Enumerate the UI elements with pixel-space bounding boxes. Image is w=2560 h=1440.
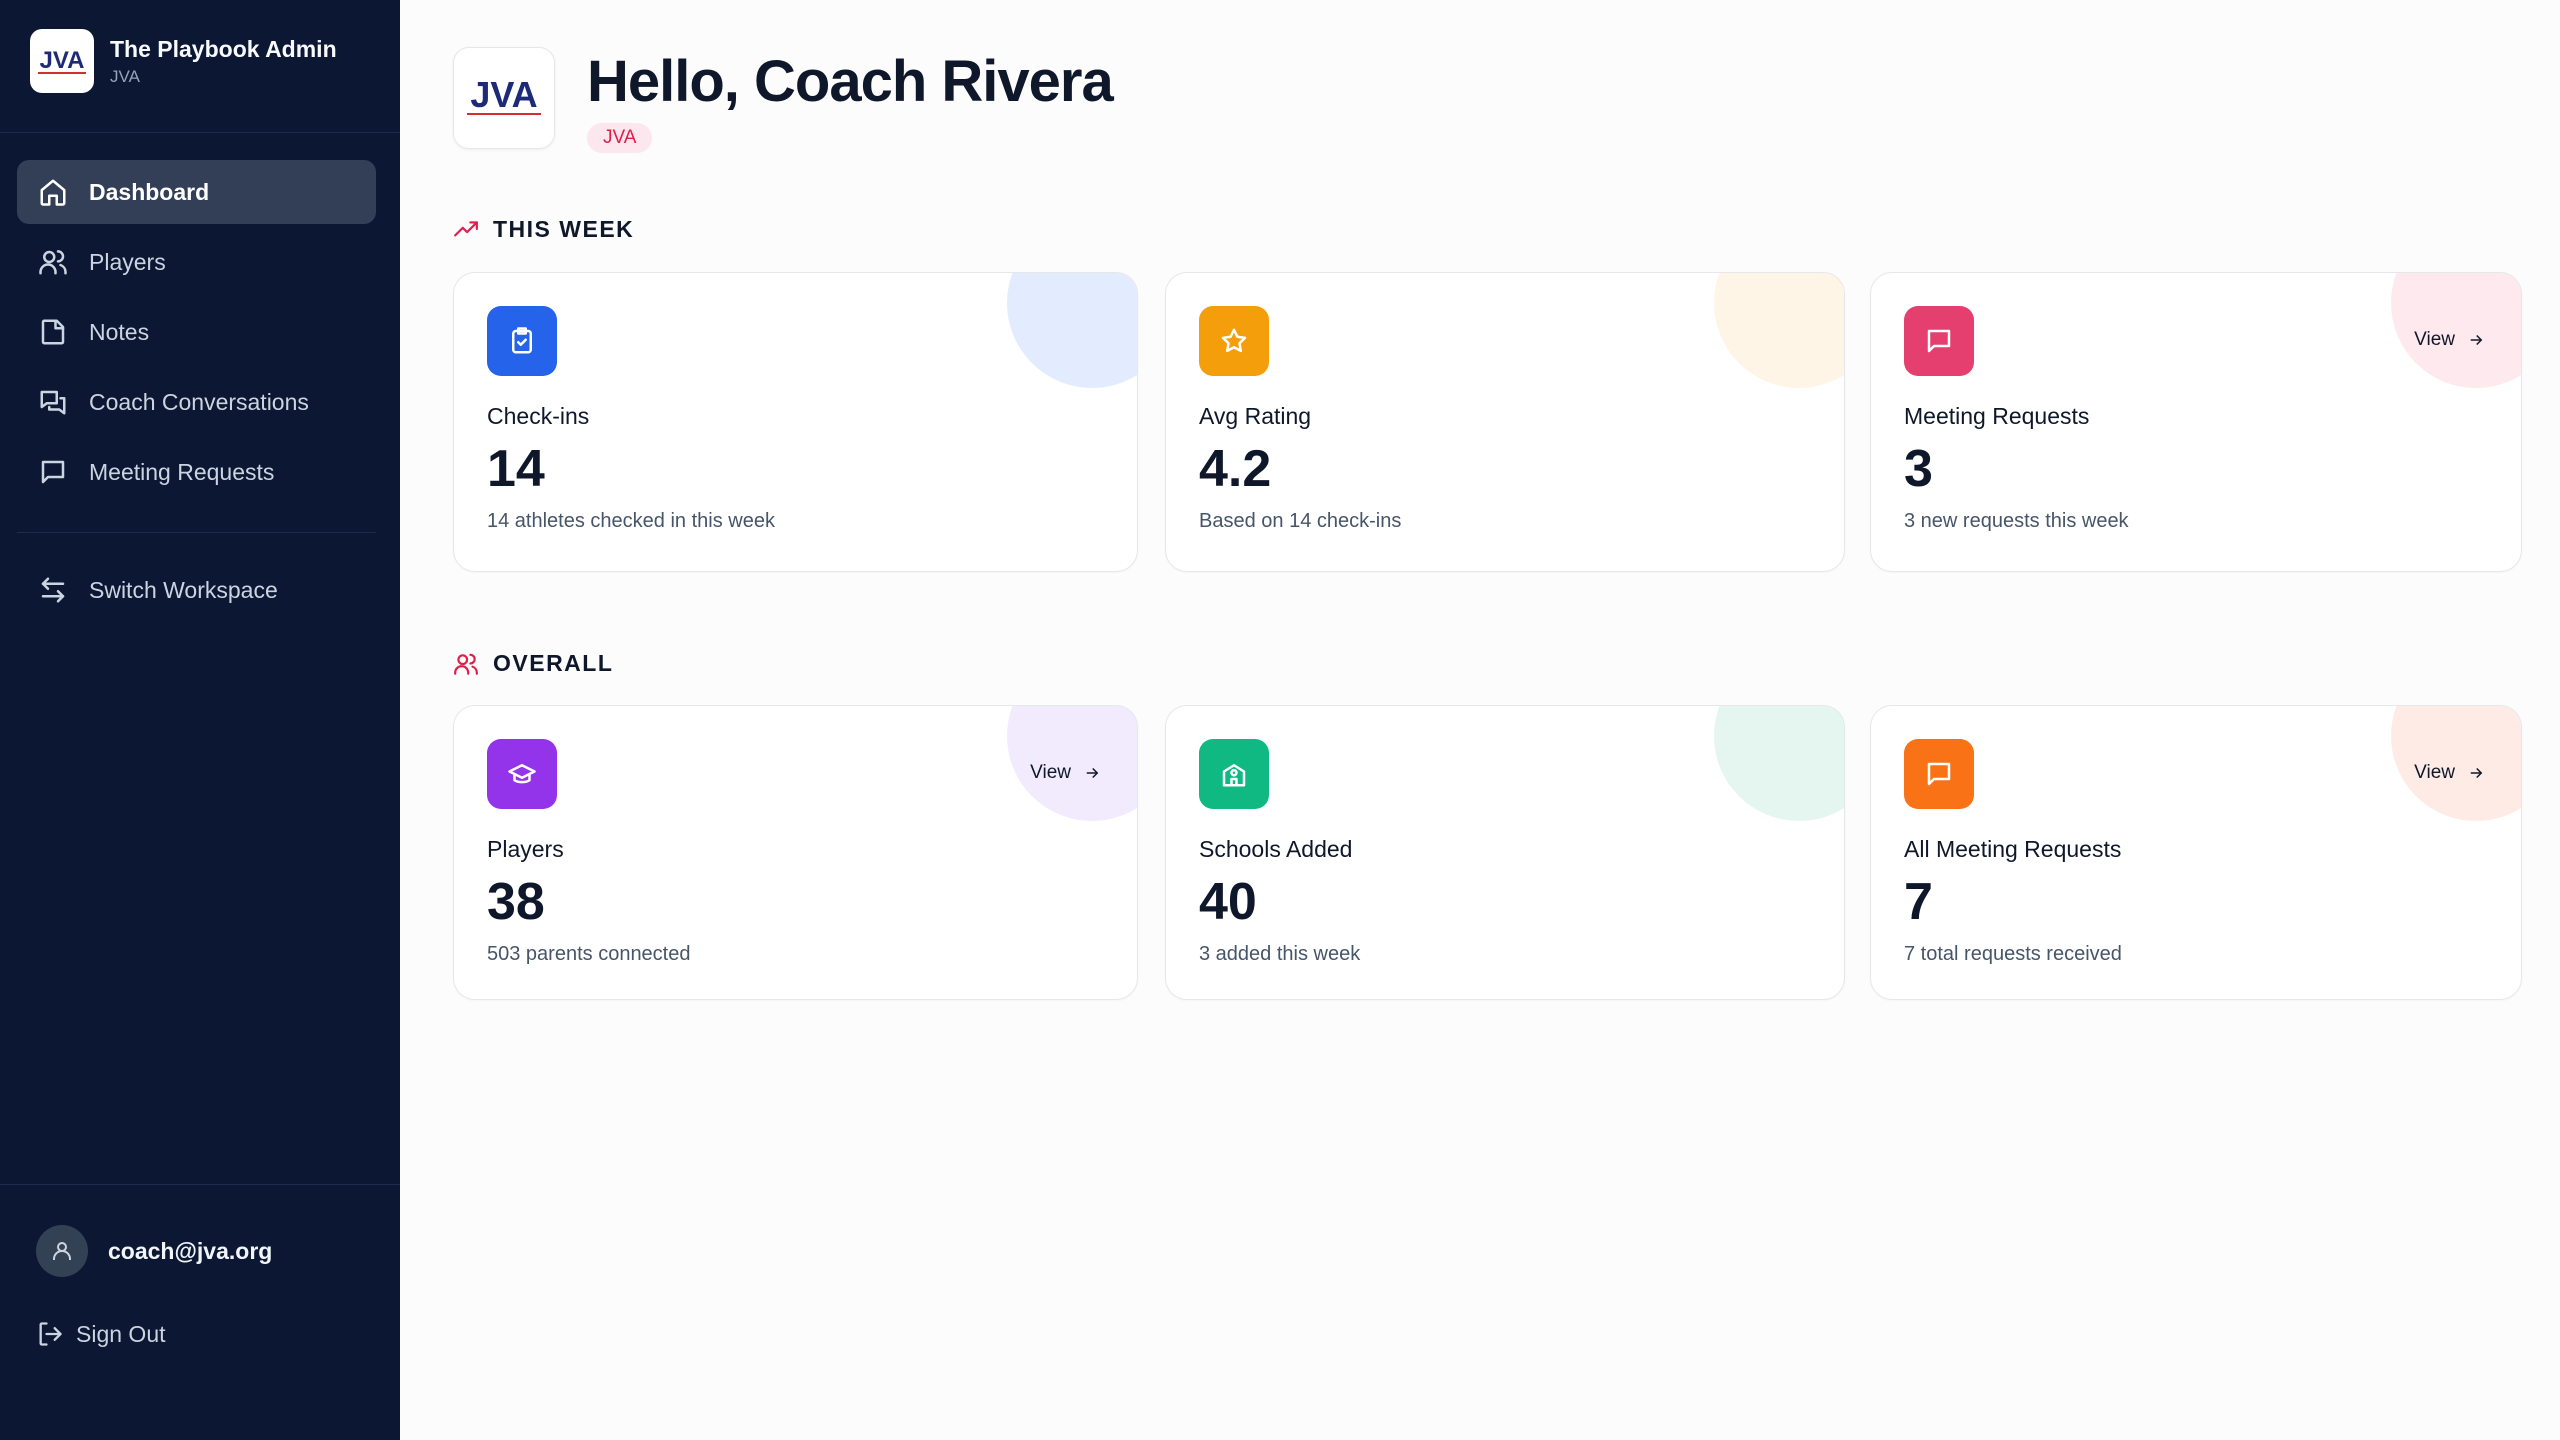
sidebar-item-players[interactable]: Players	[17, 230, 376, 294]
schools-added-card: Schools Added 40 3 added this week	[1165, 705, 1845, 1000]
view-label: View	[2414, 329, 2455, 350]
card-value: 4.2	[1199, 440, 1272, 498]
view-players-link[interactable]: View	[1030, 762, 1101, 784]
card-description: 7 total requests received	[1904, 943, 2122, 965]
all-meeting-requests-card: View All Meeting Requests 7 7 total requ…	[1870, 705, 2522, 1000]
message-square-icon	[1904, 306, 1974, 376]
main-content: JVA Hello, Coach Rivera JVA THIS WEEK Ch…	[400, 0, 2560, 1440]
card-value: 3	[1904, 440, 1933, 498]
card-value: 38	[487, 873, 545, 931]
sidebar-item-label: Coach Conversations	[89, 388, 309, 415]
sidebar-item-notes[interactable]: Notes	[17, 300, 376, 364]
avatar	[36, 1225, 88, 1277]
view-label: View	[2414, 762, 2455, 783]
arrow-right-icon	[1086, 767, 1099, 779]
sign-out-button[interactable]: Sign Out	[36, 1320, 166, 1348]
page-header: JVA Hello, Coach Rivera JVA	[453, 47, 1114, 153]
sidebar-item-label: Dashboard	[89, 178, 210, 205]
users-icon	[454, 653, 478, 675]
conversations-icon	[37, 386, 69, 418]
meeting-requests-card: View Meeting Requests 3 3 new requests t…	[1870, 272, 2522, 572]
card-label: Schools Added	[1199, 836, 1353, 862]
card-decoration	[1007, 273, 1137, 388]
card-value: 14	[487, 440, 545, 498]
card-label: Meeting Requests	[1904, 403, 2090, 429]
card-value: 40	[1199, 873, 1257, 931]
brand-subtitle: JVA	[110, 66, 140, 86]
graduation-cap-icon	[487, 739, 557, 809]
players-card: View Players 38 503 parents connected	[453, 705, 1138, 1000]
home-icon	[37, 176, 69, 208]
card-description: 14 athletes checked in this week	[487, 510, 775, 532]
org-logo-text: JVA	[470, 74, 537, 115]
switch-workspace-label: Switch Workspace	[89, 576, 278, 603]
section-title-text: OVERALL	[493, 650, 614, 676]
page-title: Hello, Coach Rivera	[587, 49, 1114, 114]
card-decoration	[1714, 273, 1844, 388]
star-icon	[1199, 306, 1269, 376]
sidebar-divider	[17, 532, 376, 533]
sidebar: JVA The Playbook Admin JVA Dashboard Pla…	[0, 0, 400, 1440]
sidebar-item-label: Notes	[89, 318, 150, 345]
switch-workspace-button[interactable]: Switch Workspace	[17, 558, 376, 622]
card-description: 3 added this week	[1199, 943, 1361, 965]
card-label: Check-ins	[487, 403, 590, 429]
org-logo: JVA	[453, 47, 555, 149]
view-all-meeting-requests-link[interactable]: View	[2414, 762, 2485, 784]
sign-out-icon	[39, 1322, 62, 1346]
sidebar-divider	[0, 1184, 400, 1185]
card-description: Based on 14 check-ins	[1199, 510, 1402, 532]
arrow-right-icon	[2470, 767, 2483, 779]
card-description: 503 parents connected	[487, 943, 691, 965]
card-value: 7	[1904, 873, 1933, 931]
note-icon	[37, 316, 69, 348]
section-title-this-week: THIS WEEK	[453, 216, 634, 243]
view-meeting-requests-link[interactable]: View	[2414, 329, 2485, 351]
card-label: Players	[487, 836, 564, 862]
user-icon	[53, 1242, 71, 1260]
view-label: View	[1030, 762, 1071, 783]
section-title-overall: OVERALL	[453, 650, 613, 677]
brand-logo: JVA	[30, 29, 94, 93]
sidebar-item-label: Meeting Requests	[89, 458, 275, 485]
message-square-icon	[1904, 739, 1974, 809]
switch-arrows-icon	[37, 574, 69, 606]
checkins-card: Check-ins 14 14 athletes checked in this…	[453, 272, 1138, 572]
sidebar-nav: Dashboard Players Notes Coach Conversati…	[17, 160, 376, 510]
sidebar-item-dashboard[interactable]: Dashboard	[17, 160, 376, 224]
brand[interactable]: JVA The Playbook Admin JVA	[30, 28, 337, 94]
sidebar-item-coach-conversations[interactable]: Coach Conversations	[17, 370, 376, 434]
user-profile[interactable]: coach@jva.org	[36, 1225, 272, 1277]
trending-up-icon	[454, 220, 478, 236]
org-badge: JVA	[587, 122, 653, 153]
card-decoration	[1714, 706, 1844, 821]
sign-out-label: Sign Out	[76, 1320, 166, 1347]
arrow-right-icon	[2470, 334, 2483, 346]
card-label: Avg Rating	[1199, 403, 1312, 429]
sidebar-item-label: Players	[89, 248, 166, 275]
message-square-icon	[37, 456, 69, 488]
brand-logo-text: JVA	[40, 47, 85, 74]
users-icon	[37, 246, 69, 278]
brand-title: The Playbook Admin	[110, 36, 337, 63]
card-label: All Meeting Requests	[1904, 836, 2122, 862]
avg-rating-card: Avg Rating 4.2 Based on 14 check-ins	[1165, 272, 1845, 572]
section-title-text: THIS WEEK	[493, 216, 635, 242]
clipboard-check-icon	[487, 306, 557, 376]
sidebar-item-meeting-requests[interactable]: Meeting Requests	[17, 440, 376, 504]
card-description: 3 new requests this week	[1904, 510, 2129, 532]
sidebar-divider	[0, 132, 400, 133]
school-icon	[1199, 739, 1269, 809]
user-email: coach@jva.org	[108, 1237, 273, 1264]
